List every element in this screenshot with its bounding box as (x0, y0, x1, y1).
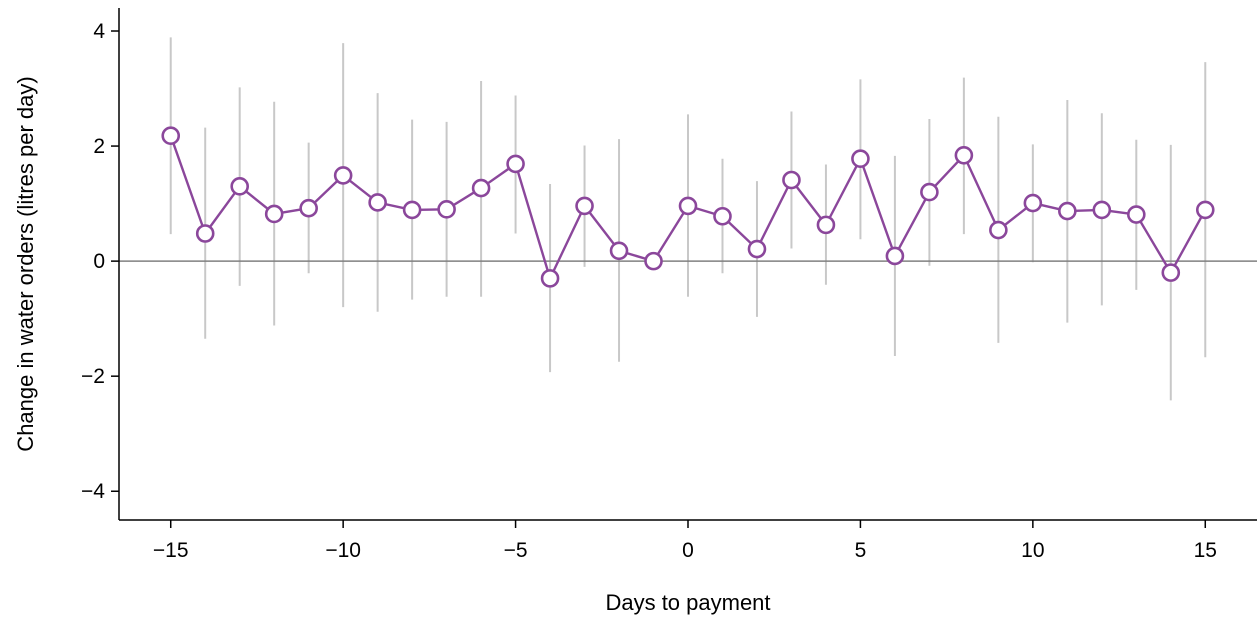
x-tick-label: −5 (504, 539, 528, 562)
x-tick-label: 0 (682, 539, 694, 562)
estimate-series (161, 126, 1215, 288)
data-point (678, 196, 698, 216)
data-point (644, 251, 663, 271)
data-point (230, 177, 249, 196)
data-point (782, 170, 801, 190)
x-tick-label: 10 (1021, 539, 1044, 562)
data-point (885, 246, 905, 266)
data-point (264, 204, 284, 224)
y-tick-label: −4 (81, 480, 105, 503)
data-point (989, 220, 1008, 240)
data-point (954, 145, 974, 165)
axes (111, 8, 1257, 528)
y-tick-label: −2 (81, 365, 105, 388)
x-tick-label: 5 (855, 539, 867, 562)
data-point (920, 182, 939, 202)
data-point (437, 200, 456, 219)
y-tick-label: 4 (93, 20, 105, 43)
y-tick-label: 0 (93, 250, 105, 273)
tick-labels: −4 −2 0 2 4 −15 −10 −5 0 5 10 15 (81, 20, 1217, 562)
data-point (1092, 200, 1112, 220)
data-point (609, 241, 629, 261)
data-point (747, 239, 767, 259)
data-point (713, 206, 732, 226)
x-tick-label: 15 (1194, 539, 1217, 562)
data-point (851, 149, 870, 169)
y-axis-title: Change in water orders (litres per day) (13, 76, 38, 451)
x-tick-label: −15 (153, 539, 189, 562)
data-point (1127, 205, 1146, 224)
data-point (506, 154, 525, 174)
data-point (575, 196, 594, 216)
data-point (1023, 193, 1043, 213)
confidence-intervals (169, 37, 1207, 401)
data-point (333, 166, 353, 185)
data-point (1058, 201, 1077, 221)
y-tick-label: 2 (93, 135, 105, 158)
data-point (540, 269, 560, 288)
data-point (368, 193, 387, 212)
x-tick-label: −10 (325, 539, 361, 562)
data-point (195, 224, 215, 243)
data-point (471, 178, 491, 198)
data-point (1161, 263, 1181, 282)
data-point (299, 198, 318, 218)
data-point (402, 200, 422, 220)
data-point (1195, 200, 1215, 220)
x-axis-title: Days to payment (605, 590, 770, 615)
data-point (816, 215, 836, 235)
data-point (161, 126, 181, 146)
